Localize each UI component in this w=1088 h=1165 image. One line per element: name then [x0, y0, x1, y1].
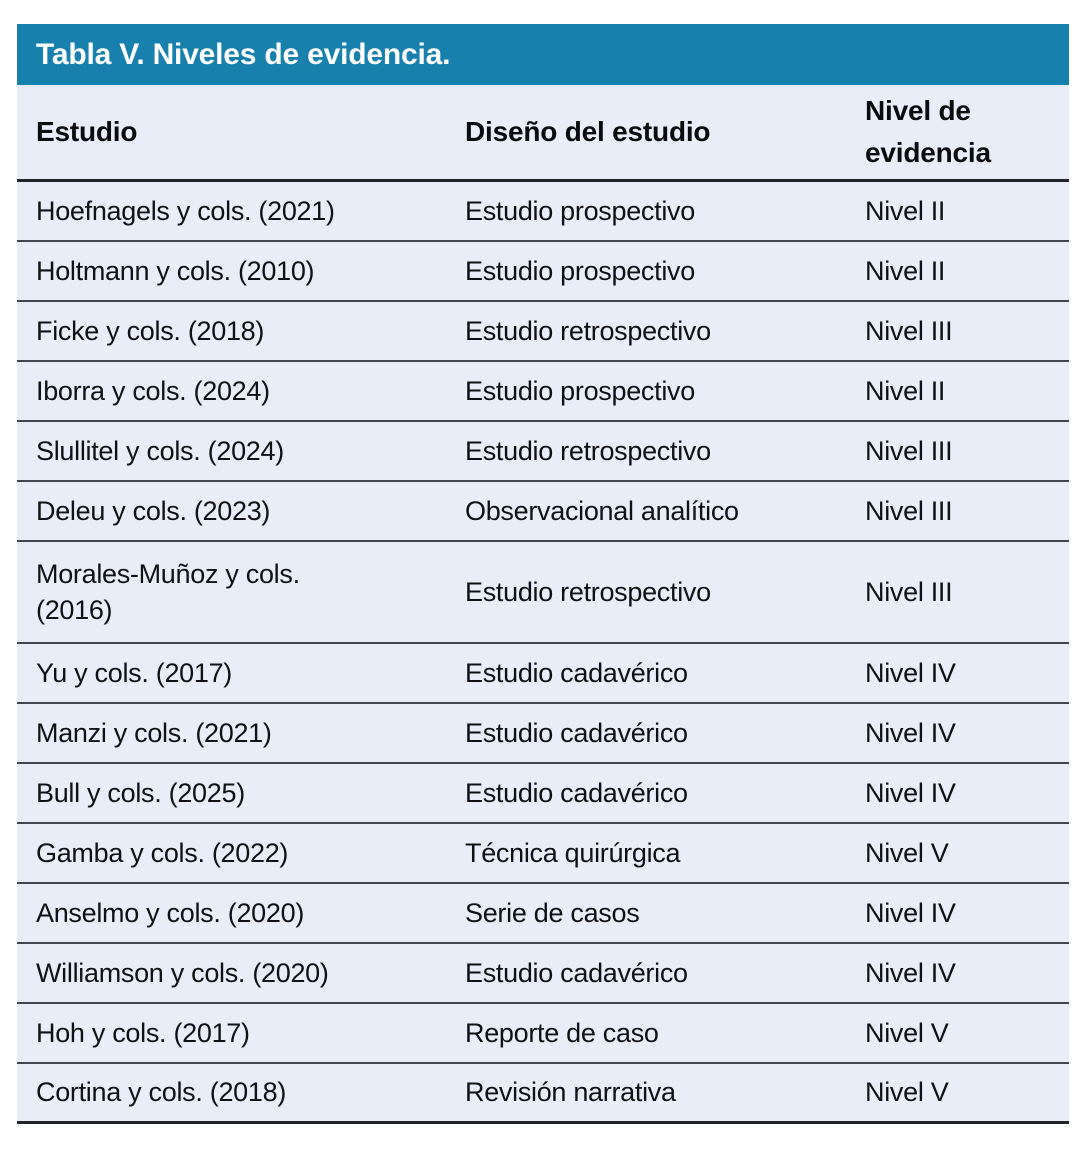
- design-cell: Estudio retrospectivo: [465, 435, 711, 466]
- study-cell: Manzi y cols. (2021): [36, 717, 272, 748]
- level-cell: Nivel III: [865, 435, 953, 466]
- study-cell: Hoh y cols. (2017): [36, 1017, 250, 1048]
- level-cell: Nivel III: [865, 495, 953, 526]
- table-row: Slullitel y cols. (2024) Estudio retrosp…: [17, 422, 1069, 482]
- design-cell: Estudio cadavérico: [465, 717, 688, 748]
- level-cell: Nivel IV: [865, 717, 956, 748]
- table-title: Tabla V. Niveles de evidencia.: [36, 37, 451, 71]
- table-row: Anselmo y cols. (2020) Serie de casos Ni…: [17, 884, 1069, 944]
- level-cell: Nivel II: [865, 375, 946, 406]
- level-cell: Nivel IV: [865, 957, 956, 988]
- table-row: Williamson y cols. (2020) Estudio cadavé…: [17, 944, 1069, 1004]
- design-cell: Revisión narrativa: [465, 1077, 676, 1108]
- table-row: Iborra y cols. (2024) Estudio prospectiv…: [17, 362, 1069, 422]
- column-header-diseno: Diseño del estudio: [465, 116, 711, 147]
- study-cell: Hoefnagels y cols. (2021): [36, 195, 335, 226]
- table-row: Hoefnagels y cols. (2021) Estudio prospe…: [17, 182, 1069, 242]
- table-row: Cortina y cols. (2018) Revisión narrativ…: [17, 1064, 1069, 1124]
- design-cell: Reporte de caso: [465, 1017, 659, 1048]
- level-cell: Nivel II: [865, 255, 946, 286]
- study-cell: Iborra y cols. (2024): [36, 375, 270, 406]
- level-cell: Nivel II: [865, 195, 946, 226]
- design-cell: Estudio cadavérico: [465, 957, 688, 988]
- design-cell: Observacional analítico: [465, 495, 739, 526]
- table-row: Bull y cols. (2025) Estudio cadavérico N…: [17, 764, 1069, 824]
- table-row: Ficke y cols. (2018) Estudio retrospecti…: [17, 302, 1069, 362]
- design-cell: Estudio retrospectivo: [465, 576, 711, 607]
- study-cell: Yu y cols. (2017): [36, 657, 233, 688]
- design-cell: Estudio retrospectivo: [465, 315, 711, 346]
- table-row: Yu y cols. (2017) Estudio cadavérico Niv…: [17, 644, 1069, 704]
- study-cell: Bull y cols. (2025): [36, 777, 245, 808]
- design-cell: Estudio cadavérico: [465, 657, 688, 688]
- design-cell: Estudio prospectivo: [465, 195, 695, 226]
- table-row: Holtmann y cols. (2010) Estudio prospect…: [17, 242, 1069, 302]
- design-cell: Técnica quirúrgica: [465, 837, 681, 868]
- table-row: Morales-Muñoz y cols. (2016) Estudio ret…: [17, 542, 1069, 644]
- table-header-row: Estudio Diseño del estudio Nivel de evid…: [17, 85, 1069, 182]
- study-cell: Anselmo y cols. (2020): [36, 897, 305, 928]
- design-cell: Serie de casos: [465, 897, 640, 928]
- level-cell: Nivel IV: [865, 657, 956, 688]
- study-cell: Slullitel y cols. (2024): [36, 435, 284, 466]
- column-header-nivel: Nivel de evidencia: [865, 95, 991, 168]
- study-cell: Morales-Muñoz y cols. (2016): [36, 558, 300, 625]
- study-cell: Deleu y cols. (2023): [36, 495, 271, 526]
- level-cell: Nivel V: [865, 1077, 949, 1108]
- study-cell: Cortina y cols. (2018): [36, 1077, 287, 1108]
- design-cell: Estudio prospectivo: [465, 255, 695, 286]
- column-header-estudio: Estudio: [36, 116, 138, 147]
- level-cell: Nivel V: [865, 837, 949, 868]
- table-body: Estudio Diseño del estudio Nivel de evid…: [17, 85, 1069, 1124]
- table-row: Hoh y cols. (2017) Reporte de caso Nivel…: [17, 1004, 1069, 1064]
- level-cell: Nivel III: [865, 576, 953, 607]
- study-cell: Williamson y cols. (2020): [36, 957, 329, 988]
- table-row: Gamba y cols. (2022) Técnica quirúrgica …: [17, 824, 1069, 884]
- level-cell: Nivel V: [865, 1017, 949, 1048]
- study-cell: Gamba y cols. (2022): [36, 837, 289, 868]
- evidence-table: Tabla V. Niveles de evidencia. Estudio D…: [17, 24, 1069, 1124]
- study-cell: Holtmann y cols. (2010): [36, 255, 315, 286]
- level-cell: Nivel III: [865, 315, 953, 346]
- study-cell: Ficke y cols. (2018): [36, 315, 265, 346]
- table-row: Manzi y cols. (2021) Estudio cadavérico …: [17, 704, 1069, 764]
- design-cell: Estudio prospectivo: [465, 375, 695, 406]
- level-cell: Nivel IV: [865, 897, 956, 928]
- level-cell: Nivel IV: [865, 777, 956, 808]
- table-title-bar: Tabla V. Niveles de evidencia.: [17, 24, 1069, 85]
- table-row: Deleu y cols. (2023) Observacional analí…: [17, 482, 1069, 542]
- design-cell: Estudio cadavérico: [465, 777, 688, 808]
